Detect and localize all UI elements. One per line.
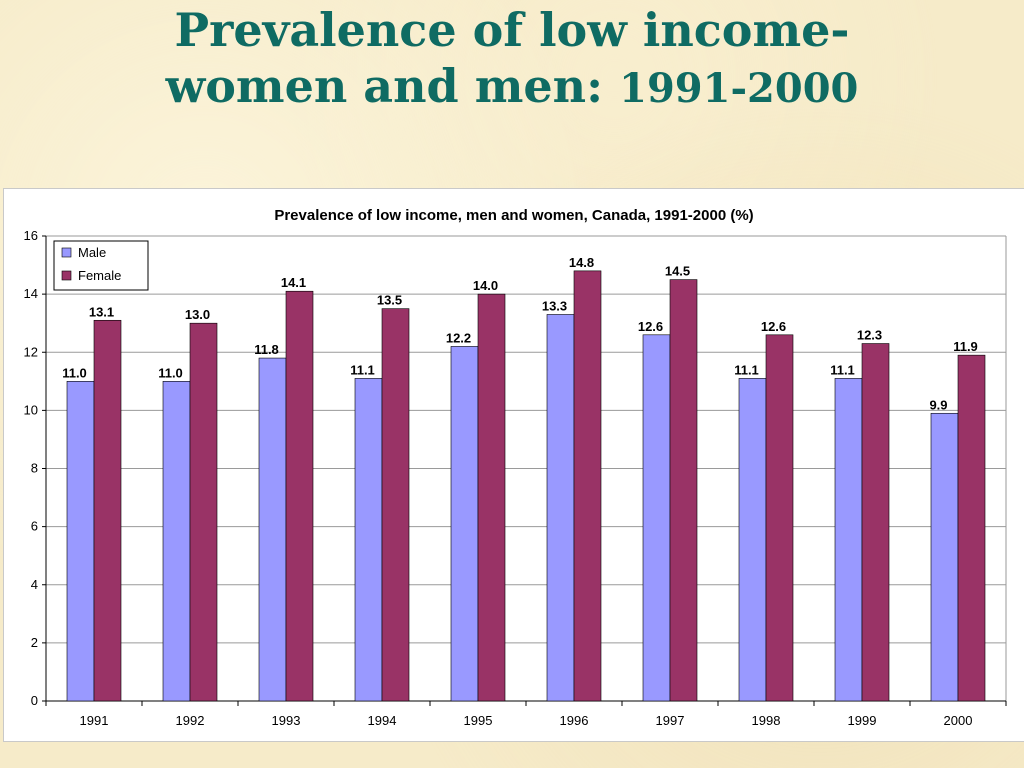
x-tick-label: 1996 xyxy=(560,713,589,728)
y-tick-label: 8 xyxy=(31,461,38,476)
chart-title: Prevalence of low income, men and women,… xyxy=(274,207,753,224)
female-data-label: 13.0 xyxy=(185,307,210,322)
male-data-label: 11.0 xyxy=(62,365,87,380)
female-data-label: 14.0 xyxy=(473,278,498,293)
legend-swatch-female xyxy=(61,270,72,281)
y-tick-label: 6 xyxy=(31,519,38,534)
female-bar xyxy=(573,270,602,702)
slide-title-years: 1991-2000 xyxy=(619,65,859,112)
female-bar xyxy=(957,354,986,702)
male-bar xyxy=(162,381,191,702)
x-tick-label: 2000 xyxy=(944,713,973,728)
y-tick-label: 12 xyxy=(24,344,38,359)
male-bar xyxy=(258,357,287,702)
female-bar xyxy=(189,322,218,702)
bar-chart: Prevalence of low income, men and women,… xyxy=(24,207,1007,728)
male-data-label: 12.2 xyxy=(446,330,471,345)
slide-title-line2: women and men: 1991-2000 xyxy=(0,58,1024,117)
female-bar xyxy=(669,279,698,702)
slide-title-line1: Prevalence of low income- xyxy=(174,3,850,57)
x-tick-label: 1999 xyxy=(848,713,877,728)
female-data-label: 12.3 xyxy=(857,328,882,343)
x-tick-label: 1995 xyxy=(464,713,493,728)
male-data-label: 13.3 xyxy=(542,298,567,313)
female-data-label: 14.5 xyxy=(665,264,690,279)
legend-label-male: Male xyxy=(78,245,106,260)
male-bar xyxy=(834,378,863,702)
legend-label-female: Female xyxy=(78,268,121,283)
male-data-label: 11.1 xyxy=(734,362,759,377)
y-tick-label: 16 xyxy=(24,228,38,243)
female-data-label: 14.8 xyxy=(569,255,594,270)
slide-title-line2-text: women and men: xyxy=(165,59,620,113)
y-tick-label: 10 xyxy=(24,402,38,417)
y-tick-label: 4 xyxy=(31,577,38,592)
female-data-label: 14.1 xyxy=(281,275,306,290)
female-bar xyxy=(381,308,410,702)
male-bar xyxy=(642,334,671,702)
y-tick-label: 14 xyxy=(24,286,38,301)
legend-swatch-male xyxy=(61,247,72,258)
female-bar xyxy=(477,293,506,702)
female-data-label: 13.1 xyxy=(89,304,114,319)
male-bar xyxy=(450,346,479,702)
female-bar xyxy=(285,290,314,702)
male-data-label: 11.1 xyxy=(350,362,375,377)
male-data-label: 11.0 xyxy=(158,365,183,380)
male-bar xyxy=(738,378,767,702)
female-data-label: 11.9 xyxy=(953,339,978,354)
x-tick-label: 1991 xyxy=(80,713,109,728)
female-bar xyxy=(861,343,890,702)
male-bar xyxy=(546,314,575,702)
male-bar xyxy=(930,412,959,702)
male-bar xyxy=(354,378,383,702)
female-data-label: 13.5 xyxy=(377,293,402,308)
female-bar xyxy=(765,334,794,702)
male-data-label: 12.6 xyxy=(638,319,663,334)
female-data-label: 12.6 xyxy=(761,319,786,334)
x-tick-label: 1992 xyxy=(176,713,205,728)
male-bar xyxy=(66,381,95,702)
male-data-label: 11.8 xyxy=(254,342,279,357)
y-tick-label: 0 xyxy=(31,693,38,708)
x-tick-label: 1997 xyxy=(656,713,685,728)
x-tick-label: 1998 xyxy=(752,713,781,728)
x-tick-label: 1994 xyxy=(368,713,397,728)
male-data-label: 9.9 xyxy=(929,397,947,412)
x-tick-label: 1993 xyxy=(272,713,301,728)
chart-panel: Prevalence of low income, men and women,… xyxy=(3,188,1024,742)
y-tick-label: 2 xyxy=(31,635,38,650)
female-bar xyxy=(93,319,122,702)
male-data-label: 11.1 xyxy=(830,362,855,377)
slide-title: Prevalence of low income- women and men:… xyxy=(0,2,1024,117)
